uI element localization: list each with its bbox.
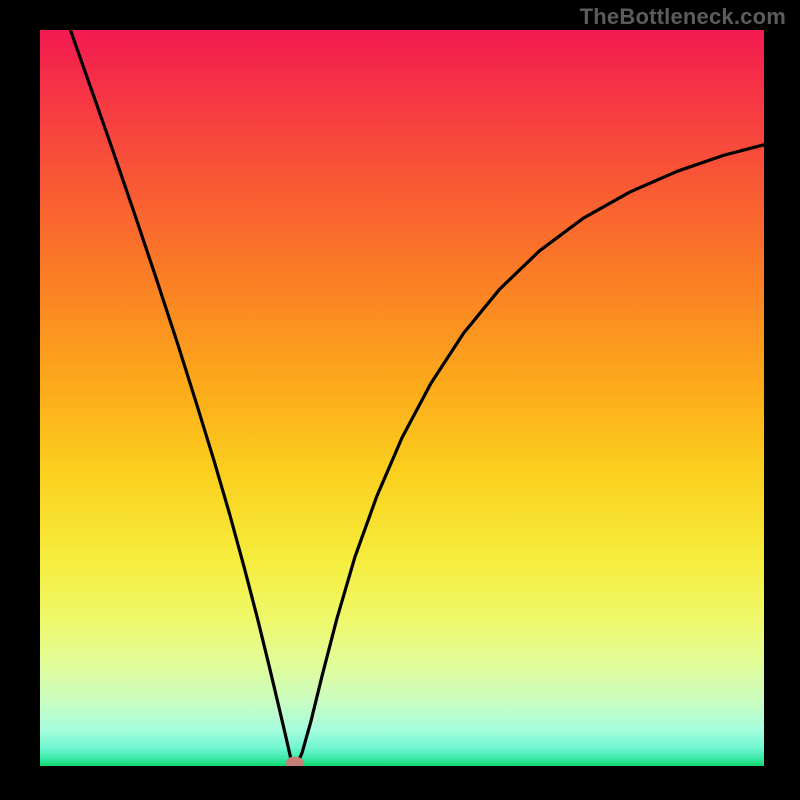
plot-area xyxy=(40,30,764,766)
plot-svg xyxy=(40,30,764,766)
watermark-text: TheBottleneck.com xyxy=(580,4,786,30)
chart-container: TheBottleneck.com xyxy=(0,0,800,800)
gradient-background xyxy=(40,30,764,766)
